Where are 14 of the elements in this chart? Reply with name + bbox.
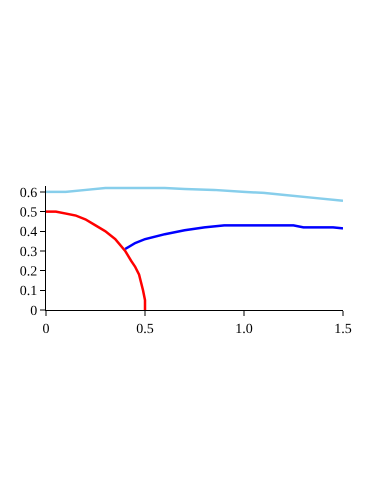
x-tick-label: 0.5 — [136, 322, 154, 337]
line-series — [124, 224, 343, 250]
x-tick-label: 1.5 — [334, 322, 352, 337]
y-tick-label: 0 — [30, 304, 38, 319]
y-tick-label: 0.1 — [20, 284, 38, 300]
y-tick-label: 0.3 — [20, 244, 38, 260]
y-tick-label: 0.5 — [20, 205, 38, 220]
y-tick-label: 0.4 — [20, 225, 38, 240]
x-tick-label: 1.0 — [235, 322, 253, 337]
line-series — [46, 186, 343, 202]
y-tick-label: 0.2 — [20, 264, 38, 280]
x-tick-label: 0 — [42, 322, 50, 337]
line-series — [46, 210, 146, 310]
y-tick-label: 0.6 — [20, 186, 38, 201]
